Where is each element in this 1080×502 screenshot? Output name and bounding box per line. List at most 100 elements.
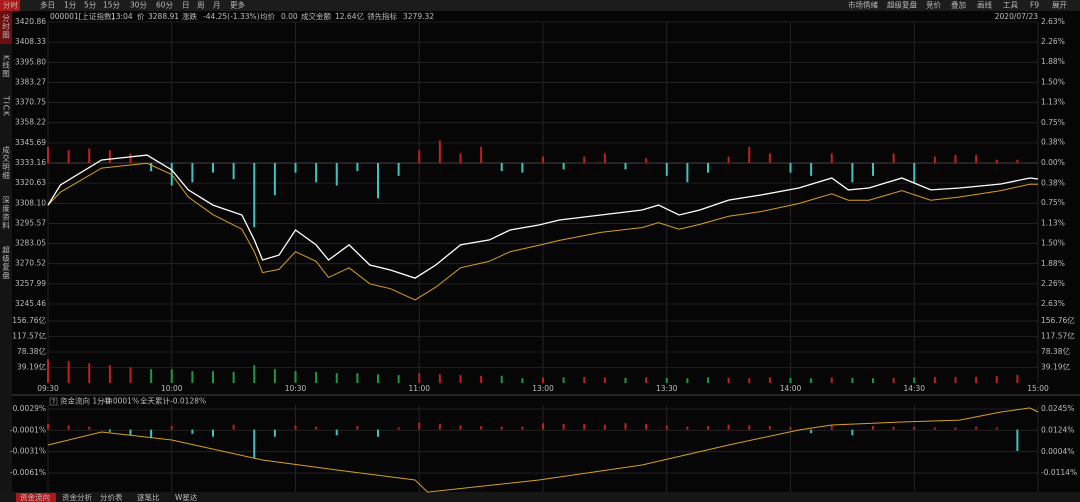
volume-bar bbox=[397, 375, 400, 383]
volume-bar bbox=[418, 373, 421, 383]
flow-bar bbox=[377, 429, 379, 437]
time-tick-label: 09:30 bbox=[37, 384, 59, 393]
lead-bar bbox=[253, 163, 256, 228]
price-line bbox=[47, 154, 1039, 279]
flow-bar bbox=[212, 429, 214, 437]
flow-total-tick-label: 0.0245% bbox=[1041, 404, 1074, 413]
flow-tick-label: 0.0029% bbox=[13, 404, 46, 413]
volume-bar bbox=[232, 371, 235, 383]
flow-bar bbox=[47, 423, 49, 430]
lead-bar bbox=[727, 156, 730, 163]
price-tick-label: 3395.80 bbox=[15, 57, 46, 66]
info-change-label: 涨跌 bbox=[182, 11, 197, 21]
volume-bar bbox=[768, 377, 771, 383]
bottom-tab[interactable]: W星达 bbox=[175, 492, 198, 502]
tab[interactable]: 多日 bbox=[40, 0, 55, 10]
tab[interactable]: 30分 bbox=[130, 1, 148, 10]
tool-button[interactable]: 画线 bbox=[977, 0, 992, 10]
flow-bar bbox=[748, 425, 751, 430]
percent-tick-label: 1.13% bbox=[1041, 219, 1065, 228]
volume-bar bbox=[191, 371, 194, 383]
bottom-tab[interactable]: 资金流向 bbox=[20, 492, 50, 502]
tool-button[interactable]: 叠加 bbox=[951, 0, 966, 10]
sidebar-tab[interactable]: 分时图 bbox=[1, 14, 10, 40]
sidebar-tab[interactable]: TICK bbox=[2, 95, 11, 117]
time-tick-label: 10:00 bbox=[161, 384, 183, 393]
flow-bar bbox=[397, 427, 400, 430]
tab[interactable]: 月 bbox=[213, 1, 221, 10]
time-tick-label: 14:00 bbox=[780, 384, 802, 393]
tool-button[interactable]: 展开 bbox=[1052, 1, 1068, 10]
volume-bar bbox=[645, 377, 648, 383]
tab[interactable]: 分时 bbox=[3, 0, 18, 10]
price-tick-label: 3320.63 bbox=[15, 178, 46, 187]
flow-bar bbox=[129, 429, 132, 436]
time-tick-label: 13:00 bbox=[532, 384, 554, 393]
flow-bar bbox=[273, 429, 276, 437]
time-tick-label: 13:30 bbox=[656, 384, 678, 393]
volume-bar bbox=[913, 377, 916, 383]
info-price-label: 价 bbox=[137, 12, 145, 21]
flow-bar bbox=[418, 422, 421, 430]
volume-bar bbox=[356, 373, 359, 383]
volume-bar bbox=[562, 377, 565, 383]
volume-tick-label: 156.76亿 bbox=[12, 315, 46, 325]
tool-button[interactable]: 市场情绪 bbox=[848, 0, 878, 10]
tool-button[interactable]: 工具 bbox=[1003, 1, 1018, 10]
lead-bar bbox=[810, 163, 813, 176]
flow-bar bbox=[933, 427, 936, 430]
flow-bar bbox=[954, 427, 957, 430]
volume-bar bbox=[830, 377, 833, 383]
sidebar-tab[interactable]: 成交明细 bbox=[1, 145, 10, 181]
lead-bar bbox=[665, 163, 668, 176]
bottom-tab[interactable]: 资金分析 bbox=[62, 492, 92, 502]
bottom-tab[interactable]: 分价表 bbox=[100, 492, 123, 502]
price-tick-label: 3420.86 bbox=[15, 17, 46, 26]
volume-bar bbox=[500, 375, 503, 383]
lead-bar bbox=[542, 156, 544, 163]
flow-bar bbox=[315, 426, 318, 430]
tab[interactable]: 5分 bbox=[84, 1, 97, 10]
tool-button[interactable]: F9 bbox=[1030, 1, 1039, 10]
info-code: 000001[上证指数] bbox=[50, 11, 115, 21]
flow-bar bbox=[665, 425, 668, 430]
time-tick-label: 10:30 bbox=[285, 384, 307, 393]
info-amount: 12.64亿 bbox=[335, 11, 364, 21]
tool-button[interactable]: 竞价 bbox=[926, 0, 941, 10]
sidebar-tab[interactable]: 深度资料 bbox=[1, 196, 10, 231]
lead-bar bbox=[521, 163, 524, 173]
flow-bar bbox=[727, 424, 730, 430]
volume-bar bbox=[315, 371, 318, 383]
volume-bar bbox=[583, 377, 586, 383]
tab[interactable]: 更多 bbox=[230, 0, 245, 10]
info-lead-label: 领先指标 bbox=[367, 11, 397, 21]
bottom-tab[interactable]: 逐笔比 bbox=[137, 492, 160, 502]
tab[interactable]: 15分 bbox=[103, 1, 121, 10]
percent-tick-label: 1.50% bbox=[1041, 78, 1065, 87]
bottom-tab-active-bg bbox=[16, 493, 56, 502]
help-icon[interactable] bbox=[49, 397, 58, 406]
lead-bar bbox=[480, 146, 483, 163]
lead-bar bbox=[191, 163, 194, 183]
lead-bar bbox=[562, 163, 565, 170]
flow-bar bbox=[356, 426, 359, 430]
flow-tick-label: -0.0031% bbox=[10, 447, 46, 456]
percent-tick-label: 1.88% bbox=[1041, 57, 1065, 66]
volume-bar bbox=[872, 378, 874, 383]
flow-tick-label: -0.0061% bbox=[10, 468, 46, 477]
flow-bar bbox=[500, 426, 503, 430]
percent-tick-label: 2.26% bbox=[1041, 279, 1065, 288]
flow-bar bbox=[1016, 429, 1019, 451]
flow-bar bbox=[253, 429, 256, 459]
flow-bar bbox=[191, 429, 194, 434]
percent-tick-label: 0.75% bbox=[1041, 198, 1065, 207]
tab[interactable]: 周 bbox=[197, 1, 205, 10]
tab[interactable]: 日 bbox=[182, 1, 190, 10]
tab[interactable]: 1分 bbox=[64, 1, 77, 10]
sidebar-tab[interactable]: 超级复盘 bbox=[1, 246, 10, 280]
price-tick-label: 3358.22 bbox=[15, 118, 46, 127]
tool-button[interactable]: 超级复盘 bbox=[887, 0, 917, 10]
sidebar-tab[interactable]: K线图 bbox=[1, 55, 10, 78]
tab[interactable]: 60分 bbox=[156, 1, 174, 10]
volume-bar bbox=[170, 369, 173, 383]
